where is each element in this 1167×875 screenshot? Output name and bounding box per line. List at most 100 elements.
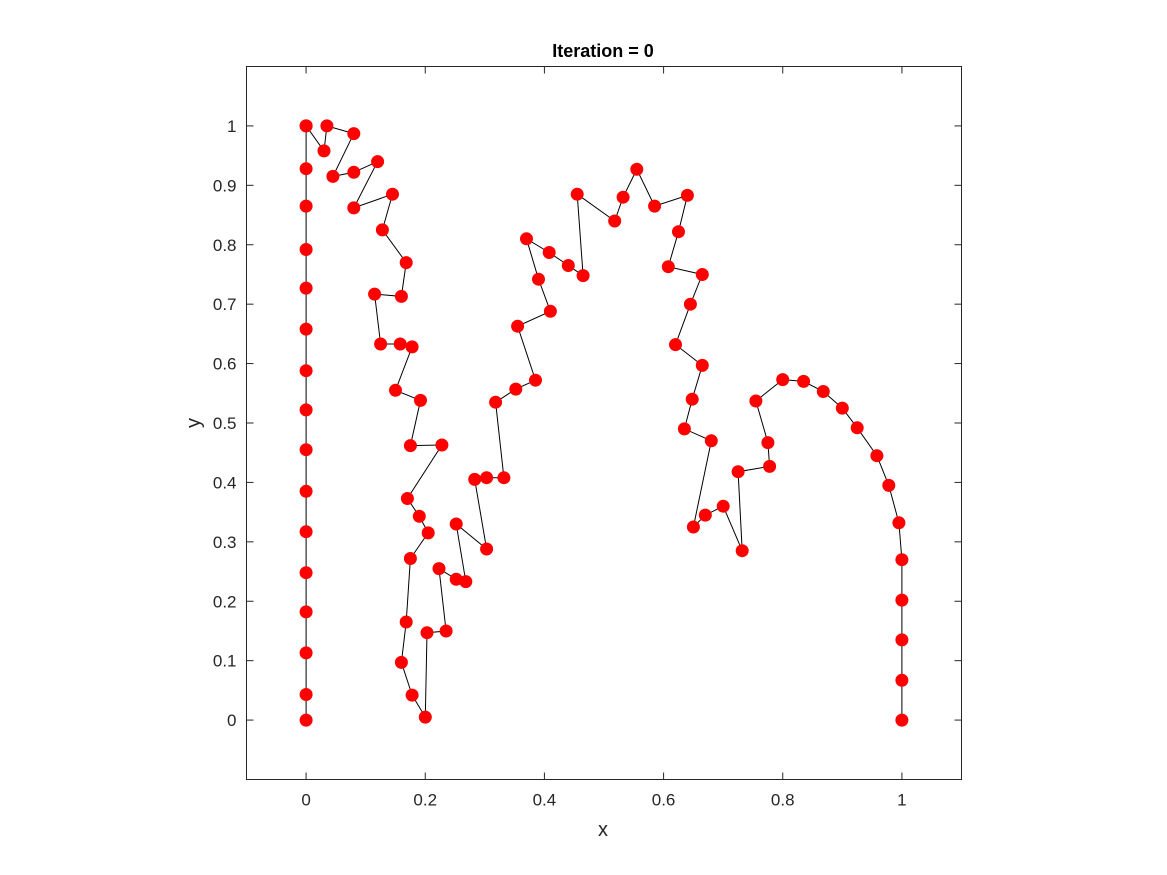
data-point <box>892 516 906 530</box>
data-point <box>661 260 675 274</box>
y-tick-label: 0.9 <box>213 176 237 195</box>
data-point <box>542 246 556 259</box>
data-point <box>299 281 313 295</box>
data-point <box>704 434 718 448</box>
y-tick-label: 0.4 <box>213 473 237 492</box>
data-point <box>648 199 662 213</box>
data-point <box>449 517 463 531</box>
data-point <box>468 472 482 486</box>
data-point <box>672 225 685 239</box>
x-tick-label: 0.4 <box>533 791 557 810</box>
data-point <box>386 187 399 201</box>
data-point <box>299 243 313 256</box>
data-point <box>320 119 334 133</box>
data-point <box>816 385 830 398</box>
data-point <box>630 162 644 176</box>
data-point <box>895 673 909 687</box>
data-point <box>405 688 419 702</box>
data-point <box>299 199 313 213</box>
data-point <box>399 256 413 270</box>
data-point <box>895 553 909 567</box>
data-point <box>299 688 313 701</box>
data-point <box>797 374 811 388</box>
data-point <box>371 155 385 169</box>
data-point <box>403 439 417 453</box>
data-point <box>895 593 909 607</box>
data-point <box>749 394 763 408</box>
data-point <box>716 499 730 513</box>
y-axis-label: y <box>183 418 205 428</box>
data-point <box>347 165 361 179</box>
chart-title: Iteration = 0 <box>552 41 654 61</box>
series-group <box>299 119 909 727</box>
y-tick-label: 0 <box>227 711 236 730</box>
y-tick-label: 0.7 <box>213 295 237 314</box>
data-point <box>695 268 709 281</box>
data-point <box>695 358 709 372</box>
data-point <box>439 624 453 638</box>
x-tick-label: 0.8 <box>771 791 795 810</box>
data-point <box>317 144 331 158</box>
data-point <box>480 542 494 556</box>
data-point <box>509 382 523 396</box>
data-point <box>399 615 413 629</box>
data-point <box>677 422 691 436</box>
data-point <box>543 304 557 318</box>
data-point <box>459 575 473 589</box>
y-tick-label: 0.5 <box>213 414 237 433</box>
data-point <box>421 526 435 540</box>
data-point <box>735 544 749 558</box>
data-point <box>403 552 417 565</box>
data-point <box>375 223 389 237</box>
data-point <box>686 520 700 534</box>
data-point <box>776 373 790 387</box>
data-point <box>299 364 313 378</box>
data-point <box>669 338 682 352</box>
y-tick-label: 0.2 <box>213 592 237 611</box>
data-point <box>299 119 313 133</box>
data-point <box>895 713 909 727</box>
data-point <box>414 393 427 407</box>
data-point <box>895 633 909 647</box>
data-point <box>394 289 408 303</box>
y-tick-label: 0.3 <box>213 533 237 552</box>
data-point <box>299 605 313 619</box>
data-point <box>685 392 699 406</box>
data-point <box>520 232 533 246</box>
data-point <box>326 169 340 183</box>
data-point <box>299 484 313 498</box>
data-point <box>680 188 694 202</box>
data-point <box>393 337 407 351</box>
data-point <box>400 492 414 505</box>
data-point <box>420 626 434 640</box>
x-axis-label: x <box>598 819 608 841</box>
y-tick-label: 1 <box>227 117 236 136</box>
data-point <box>299 646 313 660</box>
data-point <box>576 269 590 283</box>
data-point <box>731 465 745 479</box>
series-line <box>305 124 903 721</box>
axis-ticks: 0 0.2 0.4 0.6 0.8 1 0 0.1 0.2 0.3 0.4 0.5 0.6 0.7 0.8 0… <box>213 66 962 810</box>
data-point <box>299 322 313 336</box>
data-point <box>683 297 697 311</box>
data-point <box>570 187 584 201</box>
data-point <box>435 438 449 452</box>
data-point <box>405 340 419 354</box>
data-point <box>299 713 313 727</box>
data-point <box>347 201 361 215</box>
data-point <box>763 459 777 473</box>
data-point <box>616 190 630 204</box>
data-point <box>394 655 408 669</box>
data-point <box>870 449 884 463</box>
data-point <box>299 403 313 417</box>
data-point <box>299 525 313 539</box>
x-tick-label: 1 <box>897 791 906 810</box>
data-point <box>698 508 712 522</box>
data-point <box>389 383 402 397</box>
data-point <box>432 562 446 576</box>
data-point <box>532 272 545 286</box>
data-point <box>511 319 525 333</box>
y-tick-label: 0.1 <box>213 652 237 671</box>
data-point <box>561 259 575 272</box>
